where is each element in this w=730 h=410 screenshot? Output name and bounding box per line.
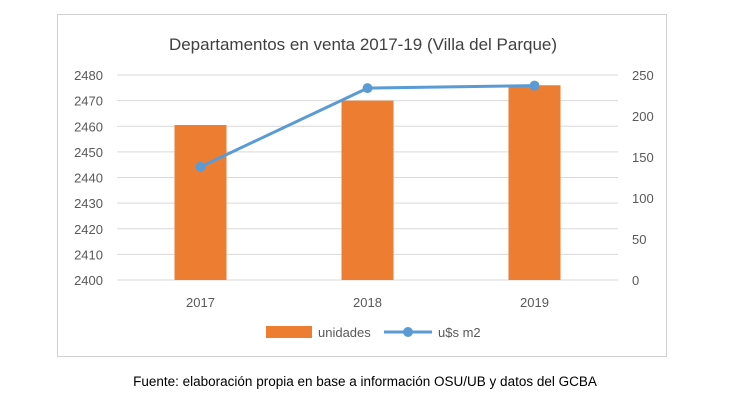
legend-swatch-unidades xyxy=(266,326,312,338)
bar-unidades xyxy=(174,124,227,280)
y-right-tick-label: 0 xyxy=(632,273,639,288)
y-left-tick-label: 2400 xyxy=(74,273,103,288)
legend-label-unidades: unidades xyxy=(318,325,371,340)
x-tick-label: 2018 xyxy=(353,295,382,310)
legend-label-us-m2: u$s m2 xyxy=(438,325,481,340)
legend-marker-us-m2 xyxy=(403,327,413,337)
chart-svg: Departamentos en venta 2017-19 (Villa de… xyxy=(74,35,654,340)
source-note: Fuente: elaboración propia en base a inf… xyxy=(133,374,597,389)
x-tick-label: 2019 xyxy=(520,295,549,310)
y-left-tick-label: 2430 xyxy=(74,196,103,211)
y-left-tick-label: 2450 xyxy=(74,145,103,160)
bar-unidades xyxy=(508,85,561,280)
x-tick-label: 2017 xyxy=(186,295,215,310)
y-left-tick-label: 2470 xyxy=(74,94,103,109)
y-left-tick-label: 2480 xyxy=(74,68,103,83)
y-left-tick-label: 2410 xyxy=(74,247,103,262)
y-left-tick-label: 2420 xyxy=(74,222,103,237)
y-right-tick-label: 50 xyxy=(632,232,646,247)
point-us-m2 xyxy=(195,161,206,172)
chart-title: Departamentos en venta 2017-19 (Villa de… xyxy=(169,35,557,54)
y-left-tick-label: 2460 xyxy=(74,119,103,134)
chart-frame: Departamentos en venta 2017-19 (Villa de… xyxy=(57,14,667,357)
bar-unidades xyxy=(341,100,394,280)
y-left-tick-label: 2440 xyxy=(74,171,103,186)
y-right-tick-label: 250 xyxy=(632,68,654,83)
point-us-m2 xyxy=(529,80,540,91)
y-right-tick-label: 200 xyxy=(632,109,654,124)
y-right-tick-label: 150 xyxy=(632,150,654,165)
point-us-m2 xyxy=(362,83,373,94)
y-right-tick-label: 100 xyxy=(632,191,654,206)
